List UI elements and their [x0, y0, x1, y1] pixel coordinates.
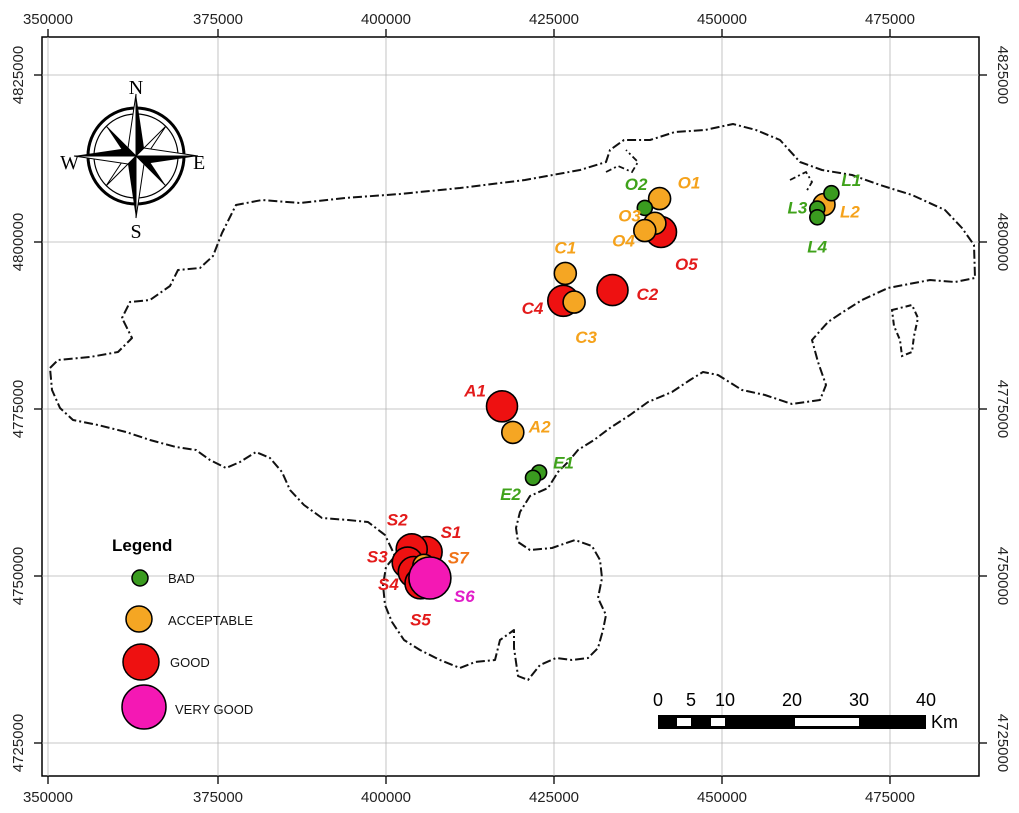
site-label-l1: L1 [841, 171, 861, 190]
x-tick-labels-bottom: 350000 375000 400000 425000 450000 47500… [23, 789, 915, 806]
site-label-c2: C2 [637, 285, 659, 304]
x-tick-label: 400000 [361, 789, 411, 806]
site-marker-o4 [632, 218, 657, 243]
x-tick-label: 425000 [529, 11, 579, 28]
site-label-e1: E1 [553, 454, 574, 473]
y-tick-label: 4750000 [994, 547, 1011, 605]
x-tick-labels-top: 350000 375000 400000 425000 450000 47500… [23, 11, 915, 28]
site-marker-a1 [485, 389, 519, 423]
site-markers [391, 184, 840, 600]
site-label-o1: O1 [678, 174, 701, 193]
legend-title: Legend [112, 536, 172, 555]
compass-west-label: W [60, 152, 79, 174]
scale-tick-label: 10 [715, 690, 735, 710]
site-label-s7: S7 [448, 548, 470, 567]
site-label-a1: A1 [463, 381, 486, 400]
legend-symbol-good [122, 643, 160, 681]
y-tick-label: 4725000 [10, 714, 27, 772]
x-tick-label: 375000 [193, 11, 243, 28]
site-label-o3: O3 [618, 206, 641, 225]
x-tick-label: 450000 [697, 789, 747, 806]
site-label-s2: S2 [387, 510, 408, 529]
tick-marks [34, 29, 987, 784]
site-label-e2: E2 [500, 485, 521, 504]
y-tick-labels-left: 4825000 4800000 4775000 4750000 4725000 [10, 46, 27, 772]
site-label-c3: C3 [575, 328, 597, 347]
legend-symbol-acceptable [125, 605, 153, 633]
scale-tick-label: 30 [849, 690, 869, 710]
site-marker-c1 [553, 261, 578, 286]
site-label-o2: O2 [625, 175, 648, 194]
scale-tick-label: 20 [782, 690, 802, 710]
y-tick-labels-right: 4825000 4800000 4775000 4750000 4725000 [994, 46, 1011, 772]
site-label-a2: A2 [528, 417, 551, 436]
x-tick-label: 475000 [865, 11, 915, 28]
scale-bar-segment [677, 718, 691, 726]
site-label-s3: S3 [367, 548, 388, 567]
x-tick-label: 375000 [193, 789, 243, 806]
site-label-o5: O5 [675, 255, 698, 274]
legend-label-very-good: VERY GOOD [175, 702, 253, 717]
site-label-s4: S4 [378, 575, 399, 594]
legend-symbol-very-good [121, 684, 167, 730]
scale-tick-label: 0 [653, 690, 663, 710]
region-boundary [49, 123, 976, 681]
scale-bar-segment [711, 718, 725, 726]
scale-bar-outline [658, 715, 926, 729]
site-label-c4: C4 [522, 299, 544, 318]
y-tick-label: 4800000 [994, 213, 1011, 271]
site-label-l3: L3 [787, 199, 807, 218]
compass-south-label: S [130, 221, 141, 243]
site-label-s6: S6 [454, 587, 475, 606]
site-label-c1: C1 [554, 238, 576, 257]
compass-cardinal-points [73, 93, 199, 219]
site-label-s5: S5 [410, 610, 431, 629]
y-tick-label: 4800000 [10, 213, 27, 271]
x-tick-label: 475000 [865, 789, 915, 806]
site-marker-l1 [823, 184, 840, 202]
site-marker-o2 [636, 199, 654, 217]
site-label-o4: O4 [612, 232, 635, 251]
site-marker-e2 [524, 469, 542, 487]
site-label-l2: L2 [840, 203, 860, 222]
y-tick-label: 4775000 [994, 380, 1011, 438]
legend-label-acceptable: ACCEPTABLE [168, 613, 253, 628]
x-tick-label: 425000 [529, 789, 579, 806]
x-tick-label: 450000 [697, 11, 747, 28]
legend: Legend BAD ACCEPTABLE GOOD VERY GOOD [112, 536, 253, 730]
site-marker-l4 [808, 209, 826, 226]
legend-label-good: GOOD [170, 655, 210, 670]
x-tick-label: 350000 [23, 789, 73, 806]
site-marker-a2 [500, 420, 525, 445]
x-tick-label: 400000 [361, 11, 411, 28]
y-tick-label: 4750000 [10, 547, 27, 605]
site-marker-c3 [562, 290, 586, 314]
scale-tick-label: 40 [916, 690, 936, 710]
site-label-l4: L4 [807, 237, 827, 256]
y-tick-label: 4725000 [994, 714, 1011, 772]
y-tick-label: 4825000 [994, 46, 1011, 104]
y-tick-label: 4825000 [10, 46, 27, 104]
scale-bar-segment [795, 718, 859, 726]
scale-bar: 0 5 10 20 30 40 Km [653, 690, 958, 732]
compass-rose: N S E W [60, 77, 205, 243]
site-marker-o1 [647, 186, 672, 211]
compass-east-label: E [193, 152, 205, 174]
site-marker-s6 [408, 556, 452, 600]
coastal-inlet [605, 149, 814, 193]
legend-symbol-bad [131, 569, 149, 587]
legend-label-bad: BAD [168, 571, 195, 586]
x-tick-label: 350000 [23, 11, 73, 28]
site-marker-c2 [596, 273, 629, 307]
site-label-s1: S1 [441, 523, 462, 542]
scale-unit-label: Km [931, 712, 958, 732]
scale-tick-label: 5 [686, 690, 696, 710]
compass-north-label: N [129, 77, 143, 99]
y-tick-label: 4775000 [10, 380, 27, 438]
